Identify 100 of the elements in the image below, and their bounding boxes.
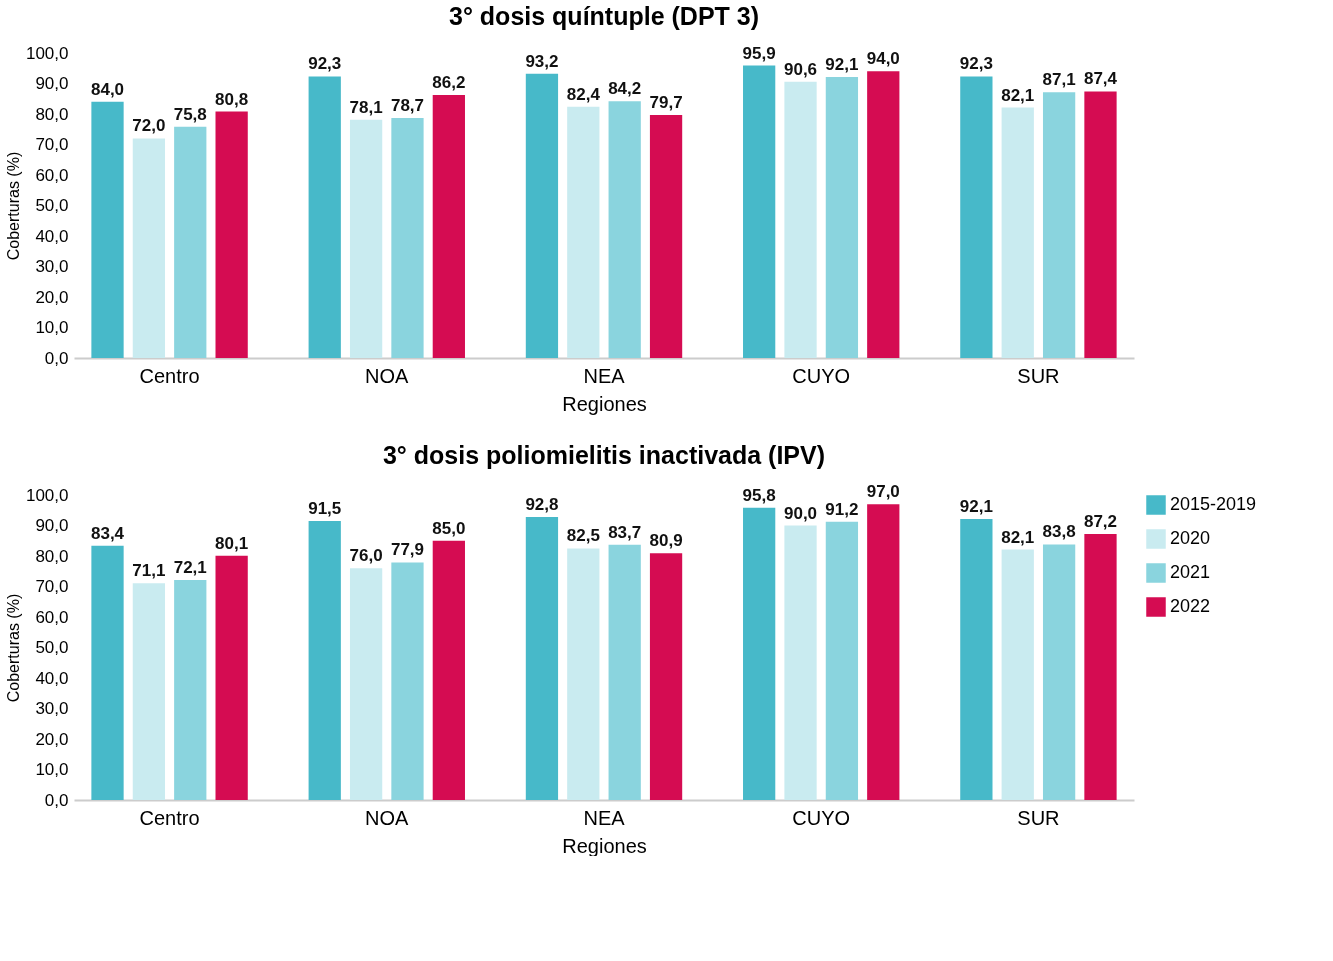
bar <box>1042 544 1076 800</box>
bar <box>391 117 424 358</box>
bar <box>215 555 248 800</box>
y-tick-label: 30,0 <box>35 257 69 276</box>
data-label: 83,4 <box>90 523 125 543</box>
data-label: 76,0 <box>349 546 383 566</box>
bar <box>784 525 817 800</box>
data-label: 72,1 <box>173 558 207 578</box>
data-label: 90,6 <box>783 59 818 79</box>
bar <box>432 95 465 358</box>
data-label: 83,7 <box>608 522 642 542</box>
data-label: 78,7 <box>390 95 425 115</box>
legend-label: 2020 <box>1170 528 1211 548</box>
data-label: 78,1 <box>349 97 383 117</box>
y-tick-label: 20,0 <box>35 729 69 749</box>
bar <box>1084 534 1117 800</box>
bar <box>308 520 341 800</box>
bar <box>960 519 993 800</box>
y-tick-label: 0,0 <box>44 348 69 368</box>
y-tick-label: 50,0 <box>35 196 69 215</box>
data-label: 92,8 <box>525 494 559 514</box>
bar <box>649 114 683 358</box>
bar <box>432 540 465 800</box>
data-label: 82,5 <box>566 526 600 546</box>
y-tick-label: 90,0 <box>35 516 69 535</box>
data-label: 92,3 <box>308 54 342 74</box>
y-tick-label: 90,0 <box>35 74 69 93</box>
bar <box>174 126 207 358</box>
data-label: 80,1 <box>215 533 249 553</box>
bar <box>743 507 776 800</box>
data-label: 91,5 <box>308 498 342 518</box>
bar <box>132 138 166 358</box>
data-label: 75,8 <box>173 104 207 124</box>
data-label: 71,1 <box>132 561 166 581</box>
x-tick-label: CUYO <box>792 806 851 829</box>
data-label: 97,0 <box>866 482 900 502</box>
bar <box>1042 92 1076 358</box>
y-tick-label: 40,0 <box>35 226 69 246</box>
bar <box>825 77 859 358</box>
bar <box>91 545 124 800</box>
bar <box>608 101 641 358</box>
bar <box>649 553 683 800</box>
bar <box>215 111 248 358</box>
data-label: 82,1 <box>1001 85 1035 105</box>
data-label: 94,0 <box>866 49 900 69</box>
y-tick-label: 30,0 <box>35 699 69 718</box>
data-label: 84,0 <box>90 79 125 99</box>
x-tick-label: SUR <box>1017 364 1060 387</box>
data-label: 77,9 <box>390 540 425 560</box>
bar <box>349 119 383 358</box>
y-tick-label: 10,0 <box>35 318 69 337</box>
data-label: 72,0 <box>132 116 166 136</box>
bar <box>867 71 900 358</box>
data-label: 90,0 <box>783 503 818 523</box>
y-tick-label: 10,0 <box>35 760 69 779</box>
data-label: 83,8 <box>1042 522 1076 542</box>
x-tick-label: NEA <box>583 806 626 829</box>
data-label: 93,2 <box>525 51 559 71</box>
data-label: 82,4 <box>566 84 601 104</box>
y-tick-label: 20,0 <box>35 287 69 307</box>
data-label: 92,1 <box>825 55 859 75</box>
y-tick-label: 80,0 <box>35 546 69 566</box>
bar <box>743 65 776 358</box>
chart-title: 3° dosis quíntuple (DPT 3) <box>448 2 760 30</box>
y-axis-title: Coberturas (%) <box>4 593 22 703</box>
data-label: 92,1 <box>959 497 993 517</box>
data-label: 87,2 <box>1083 512 1118 532</box>
bar <box>132 583 166 800</box>
data-label: 85,0 <box>432 518 466 538</box>
data-label: 82,1 <box>1001 527 1035 547</box>
data-label: 87,4 <box>1083 69 1118 89</box>
y-tick-label: 60,0 <box>35 607 69 627</box>
legend-label: 2021 <box>1170 562 1211 582</box>
legend-label: 2022 <box>1170 596 1211 616</box>
bar <box>567 106 600 358</box>
x-axis-title: Regiones <box>562 392 647 415</box>
data-label: 95,8 <box>742 485 776 505</box>
y-axis-title: Coberturas (%) <box>4 151 22 261</box>
data-label: 95,9 <box>742 43 776 63</box>
y-tick-label: 100,0 <box>25 485 69 505</box>
bar <box>391 562 424 800</box>
data-label: 92,3 <box>959 54 993 74</box>
bar <box>349 568 383 800</box>
data-label: 91,2 <box>825 499 859 519</box>
x-tick-label: Centro <box>139 806 200 829</box>
bar <box>867 504 900 800</box>
y-tick-label: 0,0 <box>44 790 69 810</box>
x-tick-label: NOA <box>365 364 410 387</box>
bar <box>308 76 341 358</box>
legend-label: 2015-2019 <box>1170 494 1257 514</box>
data-label: 80,8 <box>215 89 249 109</box>
x-tick-label: CUYO <box>792 364 851 387</box>
x-tick-label: SUR <box>1017 806 1060 829</box>
data-label: 79,7 <box>649 92 683 112</box>
data-label: 86,2 <box>432 73 466 93</box>
bar <box>784 81 817 358</box>
bar <box>608 544 641 800</box>
y-tick-label: 70,0 <box>35 135 69 154</box>
x-tick-label: NOA <box>365 806 410 829</box>
x-axis-title: Regiones <box>562 834 647 857</box>
